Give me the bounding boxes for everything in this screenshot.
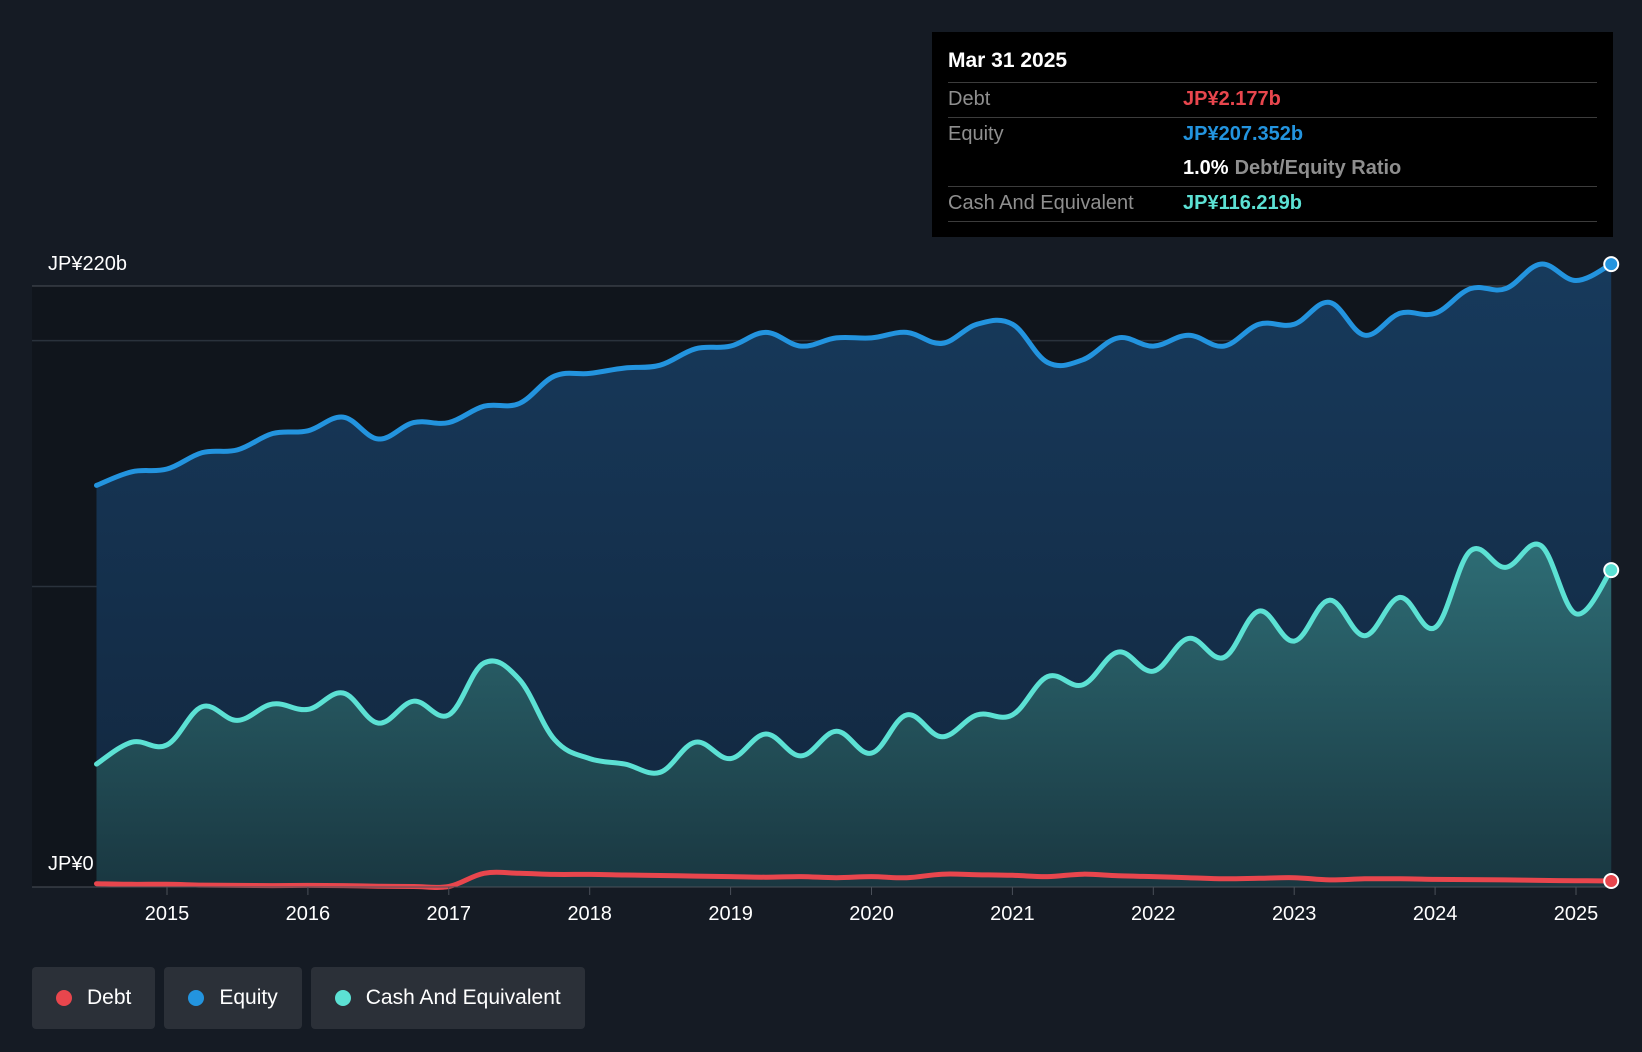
tooltip: Mar 31 2025 Debt JP¥2.177b Equity JP¥207… bbox=[932, 32, 1613, 237]
x-tick-label: 2021 bbox=[990, 903, 1035, 925]
equity-series-line bbox=[94, 261, 1614, 488]
tooltip-ratio-value: 1.0% bbox=[1183, 157, 1229, 179]
tooltip-equity-value: JP¥207.352b bbox=[1183, 123, 1304, 145]
x-tick-label: 2024 bbox=[1413, 903, 1458, 925]
x-tick-label: 2018 bbox=[567, 903, 612, 925]
tooltip-equity-row: Equity JP¥207.352b bbox=[948, 117, 1597, 152]
cash-area bbox=[96, 544, 1612, 887]
tooltip-debt-row: Debt JP¥2.177b bbox=[948, 82, 1597, 117]
legend-debt-label: Debt bbox=[87, 986, 132, 1009]
y-axis-top-label: JP¥220b bbox=[48, 253, 127, 275]
y-axis-bottom-label: JP¥0 bbox=[48, 853, 94, 875]
tooltip-ratio-row: 1.0% Debt/Equity Ratio bbox=[948, 152, 1597, 186]
legend-cash-label: Cash And Equivalent bbox=[365, 986, 561, 1009]
x-tick-label: 2022 bbox=[1131, 903, 1176, 925]
legend: Debt Equity Cash And Equivalent bbox=[32, 967, 585, 1029]
tooltip-debt-label: Debt bbox=[948, 88, 991, 110]
tooltip-ratio-label: Debt/Equity Ratio bbox=[1234, 157, 1402, 179]
tooltip-cash-label: Cash And Equivalent bbox=[948, 192, 1134, 214]
equity-dot-icon bbox=[188, 990, 205, 1006]
cash-dot-icon bbox=[334, 990, 351, 1006]
legend-item-equity[interactable]: Equity bbox=[164, 967, 302, 1029]
x-tick-label: 2015 bbox=[145, 903, 190, 925]
debt-series-line bbox=[94, 869, 1614, 891]
tooltip-equity-label: Equity bbox=[948, 123, 1004, 145]
tooltip-cash-row: Cash And Equivalent JP¥116.219b bbox=[948, 186, 1597, 222]
tooltip-cash-value: JP¥116.219b bbox=[1183, 192, 1302, 214]
debt-dot-icon bbox=[56, 990, 72, 1006]
cash-end-marker bbox=[1603, 562, 1620, 579]
cash-series-line bbox=[94, 541, 1614, 776]
equity-end-marker bbox=[1603, 256, 1620, 273]
x-tick-label: 2016 bbox=[286, 903, 331, 925]
x-tick-label: 2025 bbox=[1554, 903, 1599, 925]
tooltip-date: Mar 31 2025 bbox=[948, 49, 1068, 72]
debt-end-marker bbox=[1603, 872, 1620, 889]
x-tick-label: 2017 bbox=[427, 903, 472, 925]
x-tick-label: 2023 bbox=[1272, 903, 1317, 925]
x-tick-label: 2019 bbox=[708, 903, 753, 925]
x-tick-label: 2020 bbox=[849, 903, 894, 925]
legend-item-debt[interactable]: Debt bbox=[32, 967, 156, 1029]
legend-equity-label: Equity bbox=[219, 986, 278, 1009]
legend-item-cash[interactable]: Cash And Equivalent bbox=[310, 967, 585, 1029]
tooltip-debt-value: JP¥2.177b bbox=[1183, 88, 1281, 110]
